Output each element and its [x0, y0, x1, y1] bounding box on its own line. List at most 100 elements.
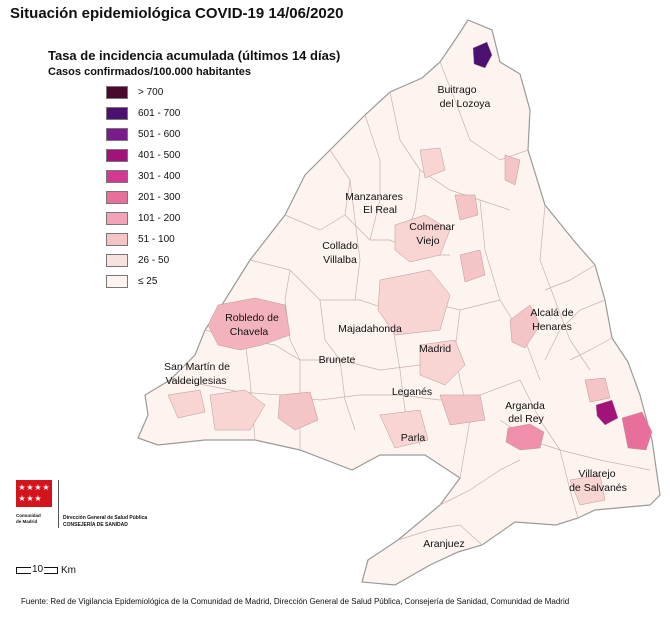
legend-label: 51 - 100	[138, 234, 175, 245]
legend-label: ≤ 25	[138, 276, 158, 287]
place-label: Manzanares	[345, 191, 403, 203]
legend-item: 101 - 200	[106, 208, 340, 229]
svg-text:Villarejo: Villarejo	[578, 468, 615, 480]
legend-label: 201 - 300	[138, 192, 181, 203]
area-center-2	[459, 249, 486, 283]
area-southwest-1	[209, 389, 266, 431]
place-label: Alcalá de	[530, 307, 573, 319]
svg-text:Arganda: Arganda	[505, 400, 545, 412]
svg-text:Leganés: Leganés	[392, 386, 432, 398]
scale-bar: 10 Km	[16, 564, 76, 576]
comunidad-madrid-logo: ★ ★ ★ ★ ★ ★ ★ Comunidad de Madrid Dirección G…	[16, 480, 147, 529]
place-label: Buitrago	[437, 84, 476, 96]
area-east-1	[584, 377, 611, 403]
svg-text:San Martín de: San Martín de	[164, 361, 230, 373]
page-title: Situación epidemiológica COVID-19 14/06/…	[10, 5, 344, 22]
svg-text:Henares: Henares	[532, 321, 572, 333]
legend-subtitle: Casos confirmados/100.000 habitantes	[48, 66, 251, 78]
place-label: Villalba	[323, 254, 357, 266]
area-north-mid	[419, 147, 446, 179]
legend-swatch	[106, 212, 128, 225]
svg-text:Majadahonda: Majadahonda	[338, 323, 402, 335]
area-dark-north	[472, 41, 493, 69]
scale-box: 10	[16, 564, 58, 575]
place-label: Valdeiglesias	[165, 375, 226, 387]
legend-item: 26 - 50	[106, 250, 340, 271]
source-note: Fuente: Red de Vigilancia Epidemiológica…	[21, 597, 570, 606]
flag-icon: ★ ★ ★ ★ ★ ★ ★	[16, 480, 52, 507]
place-label: Brunete	[319, 354, 356, 366]
legend-swatch	[106, 191, 128, 204]
svg-text:de Salvanés: de Salvanés	[569, 482, 627, 494]
scale-unit: Km	[61, 565, 76, 576]
legend-item: 401 - 500	[106, 145, 340, 166]
place-label: de Salvanés	[569, 482, 627, 494]
legend-swatch	[106, 149, 128, 162]
svg-text:Aranjuez: Aranjuez	[423, 538, 464, 550]
incidence-areas	[167, 41, 653, 506]
svg-text:Chavela: Chavela	[230, 326, 269, 338]
place-label: Madrid	[419, 343, 451, 355]
area-nw-1	[454, 194, 479, 221]
svg-text:Parla: Parla	[401, 432, 426, 444]
logo-department: Dirección General de Salud Pública CONSE…	[63, 515, 148, 528]
place-label: Arganda	[505, 400, 545, 412]
legend-item: ≤ 25	[106, 271, 340, 292]
place-label: Viejo	[416, 235, 439, 247]
legend-label: 301 - 400	[138, 171, 181, 182]
area-south-2	[439, 394, 486, 426]
svg-text:Alcalá de: Alcalá de	[530, 307, 573, 319]
legend-label: 401 - 500	[138, 150, 181, 161]
legend-label: > 700	[138, 87, 164, 98]
place-label: del Rey	[508, 413, 544, 425]
area-southeast	[569, 474, 606, 506]
area-madrid	[419, 339, 466, 386]
place-label: Henares	[532, 321, 572, 333]
svg-text:Colmenar: Colmenar	[409, 221, 455, 233]
legend-item: > 700	[106, 82, 340, 103]
legend-swatch	[106, 275, 128, 288]
legend-item: 601 - 700	[106, 103, 340, 124]
svg-text:Viejo: Viejo	[416, 235, 439, 247]
place-label: del Lozoya	[440, 98, 491, 110]
legend-swatch	[106, 170, 128, 183]
place-label: Colmenar	[409, 221, 455, 233]
legend-label: 501 - 600	[138, 129, 181, 140]
legend-label: 26 - 50	[138, 255, 170, 266]
area-sanmartin	[167, 389, 206, 419]
place-label: Robledo de	[225, 312, 279, 324]
logo-divider	[58, 480, 59, 528]
area-nw-2	[504, 154, 521, 186]
legend-item: 301 - 400	[106, 166, 340, 187]
area-southwest-2	[277, 391, 319, 431]
area-south-1	[379, 409, 429, 449]
place-label: Parla	[401, 432, 426, 444]
legend-swatch	[106, 86, 128, 99]
svg-text:Brunete: Brunete	[319, 354, 356, 366]
svg-text:Buitrago: Buitrago	[437, 84, 476, 96]
legend-label: 101 - 200	[138, 213, 181, 224]
legend-item: 501 - 600	[106, 124, 340, 145]
area-center-1	[377, 269, 451, 336]
svg-text:Collado: Collado	[322, 240, 358, 252]
area-colmenar	[394, 214, 451, 263]
place-label: Leganés	[392, 386, 432, 398]
svg-text:Manzanares: Manzanares	[345, 191, 403, 203]
legend-swatch	[106, 107, 128, 120]
legend-swatch	[106, 233, 128, 246]
area-robledo	[207, 297, 291, 351]
svg-text:Madrid: Madrid	[419, 343, 451, 355]
svg-text:del Rey: del Rey	[508, 413, 544, 425]
area-pink-east	[621, 411, 653, 451]
place-label: El Real	[363, 204, 397, 216]
legend-item: 201 - 300	[106, 187, 340, 208]
svg-text:Villalba: Villalba	[323, 254, 357, 266]
scale-value: 10	[31, 564, 45, 575]
place-label: Villarejo	[578, 468, 615, 480]
area-pink-arganda	[505, 423, 545, 451]
legend: Tasa de incidencia acumulada (últimos 14…	[48, 48, 340, 292]
logo-mark: ★ ★ ★ ★ ★ ★ ★ Comunidad de Madrid	[16, 480, 56, 525]
svg-text:Valdeiglesias: Valdeiglesias	[165, 375, 226, 387]
area-alcala	[509, 304, 541, 349]
